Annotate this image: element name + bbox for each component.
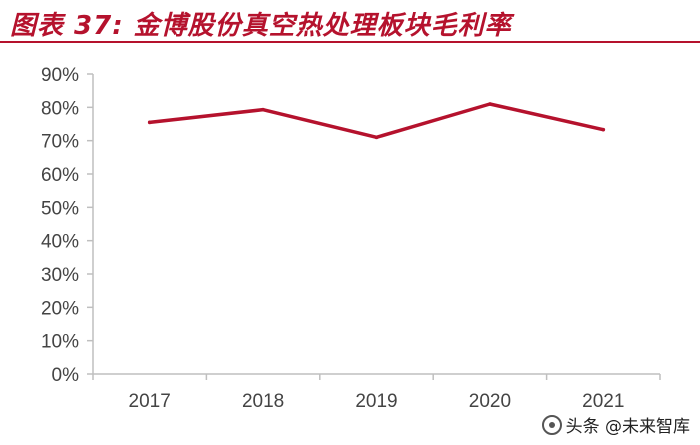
data-point xyxy=(488,102,492,106)
y-axis: 0% 10% 20% 30% 40% 50% 60% 70% 80% 90% xyxy=(41,65,94,386)
series-line xyxy=(147,102,606,140)
series-group xyxy=(147,102,606,140)
x-tick-label: 2017 xyxy=(129,391,171,412)
watermark-text: 头条 @未来智库 xyxy=(565,417,690,437)
x-tick-label: 2021 xyxy=(582,391,624,412)
y-tick-label: 30% xyxy=(41,265,79,286)
x-tick-label: 2018 xyxy=(242,391,284,412)
watermark: 头条 @未来智库 xyxy=(541,412,690,437)
y-tick-label: 70% xyxy=(41,132,79,153)
y-tick-label: 20% xyxy=(41,298,79,319)
data-point xyxy=(147,120,152,125)
title-bar: 图表 37: 金博股份真空热处理板块毛利率 xyxy=(0,0,700,44)
x-axis: 2017 2018 2019 2020 2021 xyxy=(92,373,661,412)
line-chart: 0%10%20%30%40%50%60%70%80%90% 2017 2018 20… xyxy=(41,65,661,412)
data-point xyxy=(374,135,379,140)
y-tick-label: 80% xyxy=(41,98,79,119)
data-point xyxy=(261,107,265,112)
y-tick-label: 60% xyxy=(41,165,79,186)
chart-title: 图表 37: 金博股份真空热处理板块毛利率 xyxy=(10,11,512,41)
x-tick-label: 2019 xyxy=(355,391,397,412)
y-tick-label: 40% xyxy=(41,232,79,253)
y-tick-label: 50% xyxy=(41,198,79,219)
title-divider xyxy=(0,41,700,43)
y-tick-label: 90% xyxy=(41,65,79,86)
y-tick-label: 10% xyxy=(41,332,79,353)
data-point xyxy=(601,127,606,132)
y-tick-label: 0% xyxy=(52,365,80,386)
x-tick-label: 2020 xyxy=(469,391,511,412)
watermark-logo-icon xyxy=(541,414,562,435)
